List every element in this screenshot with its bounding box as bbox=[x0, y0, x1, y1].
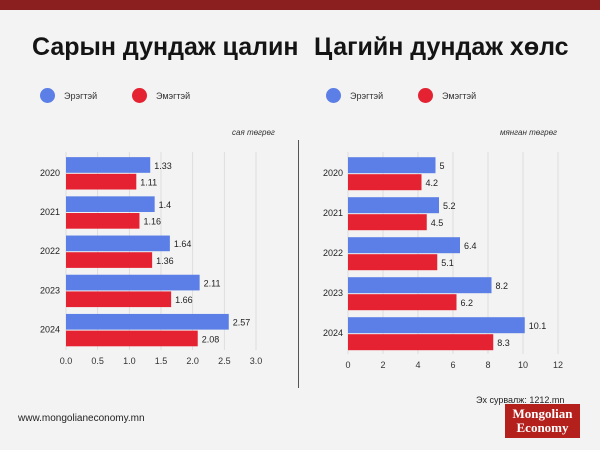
right-bar-chart: 0 2 4 6 8 10 12 2020 54.2 2021 5.2 4.5 2022 6.4 5.1 202… bbox=[323, 152, 563, 370]
female-dot-icon bbox=[418, 88, 433, 103]
data-label: 1.4 bbox=[159, 200, 172, 210]
data-label: 1.16 bbox=[143, 217, 161, 227]
data-label: 6.2 bbox=[461, 298, 474, 308]
data-label: 4.5 bbox=[431, 218, 444, 228]
source-note: Эх сурвалж: 1212.mn bbox=[476, 395, 565, 405]
right-unit-label: мянган төгрөг bbox=[500, 128, 557, 137]
legend-item-male: Эрэгтэй bbox=[326, 88, 383, 103]
category-label: 2021 bbox=[40, 207, 60, 217]
left-chart-title: Сарын дундаж цалин bbox=[32, 33, 299, 61]
x-tick-label: 2.0 bbox=[186, 356, 199, 366]
category-label: 2020 bbox=[40, 168, 60, 178]
bar-male bbox=[348, 277, 492, 294]
data-label: 2.11 bbox=[204, 278, 221, 288]
male-dot-icon bbox=[326, 88, 341, 103]
category-label: 2020 bbox=[323, 168, 343, 178]
bar-male bbox=[66, 157, 151, 173]
bar-female bbox=[348, 174, 422, 191]
data-label: 10.1 bbox=[529, 321, 547, 331]
legend-label-male: Эрэгтэй bbox=[64, 90, 98, 101]
left-bar-chart: 0.0 0.5 1.0 1.5 2.0 2.5 3.0 2020 1.33 1.11 2021 1.4… bbox=[40, 152, 262, 366]
data-label: 1.11 bbox=[140, 177, 157, 187]
panel-divider bbox=[298, 140, 299, 388]
data-label: 5.1 bbox=[441, 258, 454, 268]
x-tick-label: 0.0 bbox=[60, 356, 73, 366]
legend-label-male: Эрэгтэй bbox=[350, 90, 384, 101]
brand-logo: Mongolian Economy bbox=[505, 404, 580, 438]
logo-line1: Mongolian bbox=[512, 406, 573, 421]
bar-female bbox=[66, 330, 198, 347]
data-label: 2.08 bbox=[202, 334, 220, 344]
x-tick-label: 0 bbox=[345, 360, 350, 370]
data-label: 1.64 bbox=[174, 239, 192, 249]
data-label: 6.4 bbox=[464, 241, 477, 251]
data-label: 8.2 bbox=[496, 281, 509, 291]
x-tick-label: 8 bbox=[485, 360, 490, 370]
legend-item-female: Эмэгтэй bbox=[418, 88, 476, 103]
bar-female bbox=[66, 213, 140, 229]
top-accent-bar bbox=[0, 0, 600, 10]
bar-male bbox=[348, 197, 439, 214]
data-label: 5 bbox=[440, 161, 445, 171]
x-tick-label: 4 bbox=[415, 360, 420, 370]
legend-item-female: Эмэгтэй bbox=[132, 88, 190, 103]
bar-male bbox=[66, 313, 229, 330]
left-legend: Эрэгтэй Эмэгтэй bbox=[40, 88, 290, 104]
x-tick-label: 12 bbox=[553, 360, 563, 370]
x-tick-label: 3.0 bbox=[250, 356, 263, 366]
x-tick-label: 0.5 bbox=[91, 356, 104, 366]
bar-female bbox=[348, 334, 494, 351]
category-label: 2023 bbox=[323, 288, 343, 298]
category-label: 2024 bbox=[323, 328, 343, 338]
data-label: 1.66 bbox=[175, 295, 193, 305]
category-label: 2022 bbox=[40, 246, 60, 256]
bar-male bbox=[348, 317, 525, 334]
bar-female bbox=[66, 291, 172, 308]
data-label: 1.33 bbox=[154, 161, 172, 171]
bar-male bbox=[348, 157, 436, 174]
category-label: 2022 bbox=[323, 248, 343, 258]
bar-female bbox=[348, 254, 438, 271]
bar-male bbox=[348, 237, 460, 254]
bar-male bbox=[66, 235, 170, 252]
legend-label-female: Эмэгтэй bbox=[442, 90, 477, 101]
category-label: 2021 bbox=[323, 208, 343, 218]
legend-label-female: Эмэгтэй bbox=[156, 90, 191, 101]
x-tick-label: 2.5 bbox=[218, 356, 231, 366]
data-label: 5.2 bbox=[443, 201, 456, 211]
category-label: 2024 bbox=[40, 325, 60, 335]
data-label: 8.3 bbox=[497, 338, 510, 348]
x-tick-label: 1.5 bbox=[155, 356, 168, 366]
x-tick-label: 1.0 bbox=[123, 356, 136, 366]
legend-item-male: Эрэгтэй bbox=[40, 88, 97, 103]
data-label: 4.2 bbox=[426, 178, 439, 188]
male-dot-icon bbox=[40, 88, 55, 103]
bar-male bbox=[66, 196, 155, 213]
x-tick-label: 10 bbox=[518, 360, 528, 370]
bar-female bbox=[348, 214, 427, 231]
data-label: 1.36 bbox=[156, 256, 174, 266]
female-dot-icon bbox=[132, 88, 147, 103]
bar-female bbox=[348, 294, 457, 311]
right-legend: Эрэгтэй Эмэгтэй bbox=[326, 88, 576, 104]
bar-male bbox=[66, 274, 200, 291]
category-label: 2023 bbox=[40, 285, 60, 295]
bar-female bbox=[66, 252, 153, 268]
x-tick-label: 2 bbox=[380, 360, 385, 370]
website-link[interactable]: www.mongolianeconomy.mn bbox=[18, 413, 145, 424]
bar-female bbox=[66, 173, 137, 190]
logo-line2: Economy bbox=[516, 420, 569, 435]
x-tick-label: 6 bbox=[450, 360, 455, 370]
data-label: 2.57 bbox=[233, 318, 251, 328]
left-unit-label: сая төгрөг bbox=[232, 128, 275, 137]
right-chart-title: Цагийн дундаж хөлс bbox=[314, 33, 569, 61]
